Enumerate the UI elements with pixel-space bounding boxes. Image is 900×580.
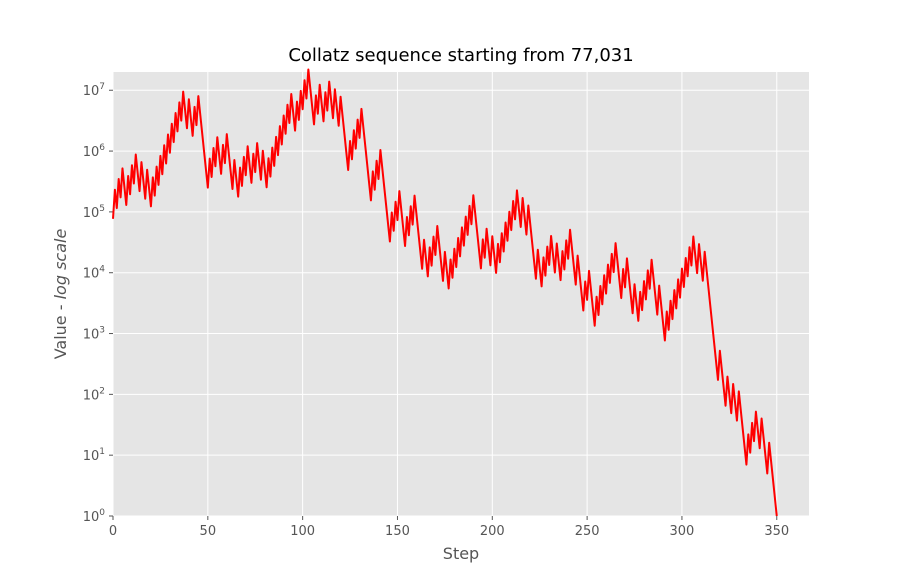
y-tick-label: 100 (83, 508, 106, 525)
x-tick-label: 0 (109, 524, 117, 539)
collatz-series-line (112, 68, 778, 517)
x-tick-labels: 0 50 100 150 200 250 300 350 (109, 524, 789, 539)
chart-title: Collatz sequence starting from 77,031 (288, 45, 633, 66)
x-tick-label: 200 (480, 524, 505, 539)
x-tick-label: 250 (575, 524, 600, 539)
x-tick-label: 50 (200, 524, 217, 539)
y-tick-label: 105 (83, 204, 105, 221)
y-tick-label: 104 (83, 265, 106, 282)
y-axis-label-italic: log scale (51, 229, 70, 300)
grid-lines (112, 72, 809, 517)
x-tick-label: 150 (385, 524, 410, 539)
y-tick-label: 106 (83, 143, 106, 160)
x-axis-label: Step (443, 544, 479, 563)
x-tick-label: 350 (764, 524, 789, 539)
y-axis-label-main: Value - (51, 299, 70, 359)
x-tick-label: 300 (670, 524, 695, 539)
x-tick-label: 100 (290, 524, 315, 539)
y-tick-label: 102 (83, 386, 105, 403)
y-tick-labels: 100 101 102 103 104 105 106 107 (83, 82, 106, 525)
y-tick-label: 103 (83, 326, 105, 343)
y-tick-label: 101 (83, 447, 105, 464)
tick-marks (109, 89, 778, 520)
y-axis-label: Value - log scale (51, 229, 70, 360)
y-tick-label: 107 (83, 82, 105, 99)
